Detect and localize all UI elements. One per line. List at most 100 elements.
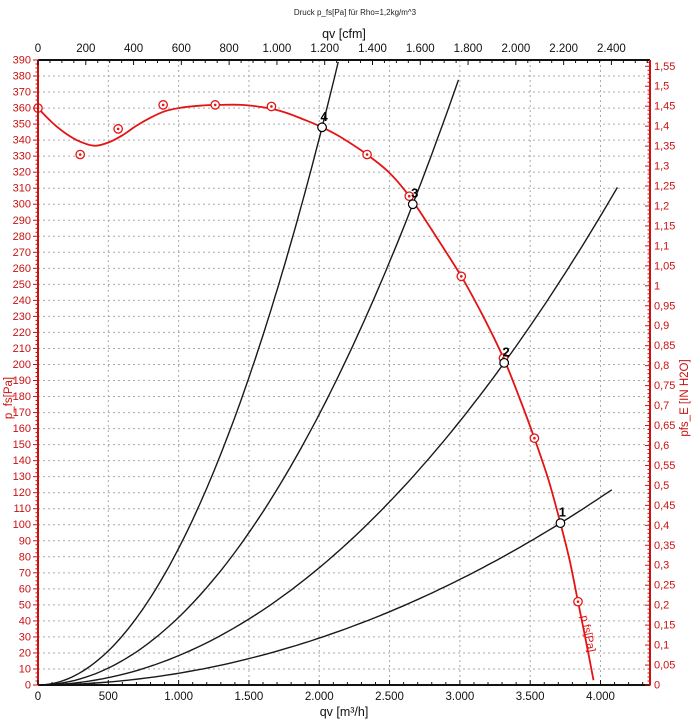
svg-text:1.000: 1.000 — [263, 43, 292, 55]
svg-text:50: 50 — [19, 599, 31, 611]
svg-text:2.000: 2.000 — [501, 43, 530, 55]
system-curve-3 — [37, 79, 460, 686]
svg-text:1.200: 1.200 — [310, 43, 339, 55]
svg-text:600: 600 — [172, 43, 191, 55]
system-curve-4 — [37, 61, 339, 686]
svg-text:170: 170 — [13, 407, 31, 419]
system-curve-2 — [37, 187, 619, 686]
svg-text:330: 330 — [13, 151, 31, 163]
svg-text:0,7: 0,7 — [654, 400, 669, 412]
left-axis: 0 10 20 30 40 50 60 70 80 90 100 110 120 130 140 150 160… — [13, 55, 39, 692]
svg-text:340: 340 — [13, 135, 31, 147]
top-axis-title: qv [cfm] — [322, 27, 366, 41]
svg-text:270: 270 — [13, 247, 31, 259]
svg-text:40: 40 — [19, 615, 31, 627]
svg-text:1,15: 1,15 — [654, 220, 675, 232]
svg-text:1.500: 1.500 — [235, 691, 264, 703]
svg-text:80: 80 — [19, 551, 31, 563]
svg-text:60: 60 — [19, 583, 31, 595]
svg-text:0,25: 0,25 — [654, 580, 675, 592]
svg-text:20: 20 — [19, 647, 31, 659]
svg-text:100: 100 — [13, 519, 31, 531]
svg-text:110: 110 — [13, 503, 31, 515]
svg-text:0,85: 0,85 — [654, 340, 675, 352]
bottom-axis: 0 500 1.000 1.500 2.000 2.500 3.000 3.500 4.000 — [35, 680, 644, 703]
svg-text:0: 0 — [35, 691, 41, 703]
svg-text:300: 300 — [13, 199, 31, 211]
svg-text:390: 390 — [13, 55, 31, 67]
svg-text:0,95: 0,95 — [654, 300, 675, 312]
svg-text:4.000: 4.000 — [586, 691, 615, 703]
operating-point-label-4: 4 — [320, 109, 328, 124]
svg-text:10: 10 — [19, 663, 31, 675]
fan-curve-markers — [33, 100, 583, 607]
svg-text:1,1: 1,1 — [654, 240, 669, 252]
svg-text:1: 1 — [654, 280, 660, 292]
svg-text:1,35: 1,35 — [654, 141, 675, 153]
system-curves — [37, 61, 619, 686]
svg-text:0,8: 0,8 — [654, 360, 669, 372]
svg-text:400: 400 — [124, 43, 143, 55]
svg-text:320: 320 — [13, 167, 31, 179]
svg-text:0,05: 0,05 — [654, 660, 675, 672]
svg-text:310: 310 — [13, 183, 31, 195]
svg-text:190: 190 — [13, 375, 31, 387]
operating-points: 1 2 3 4 — [317, 109, 566, 529]
svg-text:200: 200 — [13, 359, 31, 371]
svg-text:1,45: 1,45 — [654, 101, 675, 113]
svg-text:90: 90 — [19, 535, 31, 547]
operating-point-1 — [555, 518, 566, 529]
operating-point-label-2: 2 — [503, 344, 510, 359]
svg-text:240: 240 — [13, 295, 31, 307]
svg-text:2.400: 2.400 — [597, 43, 626, 55]
svg-text:0,5: 0,5 — [654, 480, 669, 492]
fan-curve: p fs[Pa] — [37, 103, 597, 681]
operating-point-2 — [499, 357, 510, 368]
svg-text:1,4: 1,4 — [654, 121, 669, 133]
svg-text:120: 120 — [13, 487, 31, 499]
svg-text:0,2: 0,2 — [654, 600, 669, 612]
top-axis: 0 200 400 600 800 1.000 1.200 1.400 1.600 1.800 2.… — [35, 43, 648, 65]
system-curve-1 — [38, 489, 613, 686]
svg-text:500: 500 — [99, 691, 118, 703]
svg-text:200: 200 — [76, 43, 95, 55]
axes — [37, 59, 651, 686]
svg-text:160: 160 — [13, 423, 31, 435]
svg-text:0,65: 0,65 — [654, 420, 675, 432]
svg-text:140: 140 — [13, 455, 31, 467]
svg-text:0,55: 0,55 — [654, 460, 675, 472]
svg-text:1.000: 1.000 — [164, 691, 193, 703]
svg-text:1,2: 1,2 — [654, 200, 669, 212]
svg-text:1.800: 1.800 — [454, 43, 483, 55]
svg-text:150: 150 — [13, 439, 31, 451]
svg-text:180: 180 — [13, 391, 31, 403]
svg-text:0,35: 0,35 — [654, 540, 675, 552]
svg-text:2.000: 2.000 — [305, 691, 334, 703]
svg-text:220: 220 — [13, 327, 31, 339]
svg-text:0,1: 0,1 — [654, 640, 669, 652]
svg-text:0,4: 0,4 — [654, 520, 669, 532]
svg-text:230: 230 — [13, 311, 31, 323]
svg-text:380: 380 — [13, 71, 31, 83]
svg-text:1,05: 1,05 — [654, 260, 675, 272]
svg-text:800: 800 — [220, 43, 239, 55]
svg-text:290: 290 — [13, 215, 31, 227]
operating-point-4 — [317, 122, 327, 133]
grid — [38, 60, 650, 685]
svg-text:0,75: 0,75 — [654, 380, 675, 392]
axis-titles: qv [cfm] qv [m³/h] p_fs[Pa] pfs_E [IN H2O] — [3, 27, 691, 719]
svg-text:280: 280 — [13, 231, 31, 243]
svg-text:0: 0 — [654, 680, 660, 692]
svg-text:1,55: 1,55 — [654, 61, 675, 73]
fan-curve-inline-label: p fs[Pa] — [578, 614, 597, 653]
svg-text:3.000: 3.000 — [445, 691, 474, 703]
svg-text:210: 210 — [13, 343, 31, 355]
svg-text:0,3: 0,3 — [654, 560, 669, 572]
svg-text:0,6: 0,6 — [654, 440, 669, 452]
svg-text:30: 30 — [19, 631, 31, 643]
svg-text:1.600: 1.600 — [406, 43, 435, 55]
right-axis: 0 0,05 0,1 0,15 0,2 0,25 0,3 0,35 0,4 0,45 0,5 0,55… — [645, 61, 675, 692]
svg-text:2.500: 2.500 — [375, 691, 404, 703]
